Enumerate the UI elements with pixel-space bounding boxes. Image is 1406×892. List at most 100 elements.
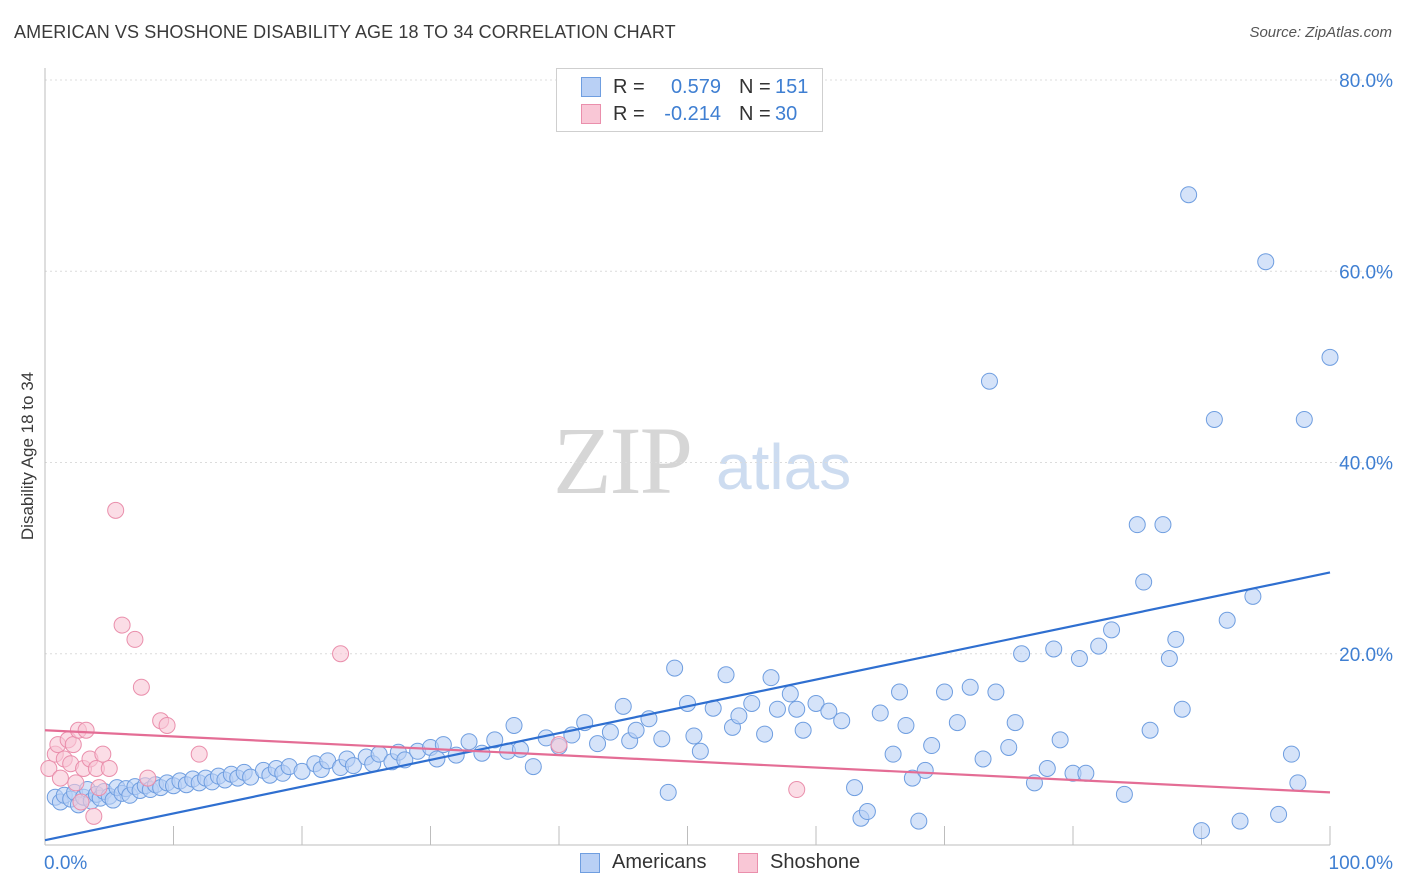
- americans-point: [788, 700, 806, 718]
- americans-point: [1270, 805, 1288, 823]
- watermark-zip: ZIP: [553, 407, 693, 514]
- americans-point: [1006, 714, 1024, 732]
- americans-point: [1231, 812, 1249, 830]
- americans-point: [1167, 630, 1185, 648]
- americans-point: [858, 803, 876, 821]
- americans-point: [1173, 700, 1191, 718]
- series-legend: Americans Shoshone: [0, 851, 1406, 879]
- americans-point: [505, 716, 523, 734]
- shoshone-point: [113, 616, 131, 634]
- americans-point: [344, 757, 362, 775]
- americans-point: [1321, 348, 1339, 366]
- americans-point: [717, 666, 735, 684]
- legend-r-label: R =: [613, 75, 645, 98]
- shoshone-point: [77, 721, 95, 739]
- americans-point: [1045, 640, 1063, 658]
- americans-point: [614, 697, 632, 715]
- americans-point: [1193, 822, 1210, 840]
- source-label: Source: ZipAtlas.com: [1249, 24, 1392, 41]
- shoshone-swatch: [581, 104, 601, 124]
- americans-point: [1051, 731, 1069, 749]
- shoshone-point: [332, 645, 350, 663]
- americans-point: [1077, 764, 1095, 782]
- americans-point: [1289, 774, 1307, 792]
- legend-r-label: R =: [613, 102, 645, 125]
- americans-point: [685, 727, 703, 745]
- axes: [44, 68, 1331, 846]
- americans-point: [653, 730, 671, 748]
- shoshone-point: [64, 736, 82, 754]
- americans-point: [601, 723, 619, 741]
- americans-point: [980, 372, 998, 390]
- americans-point: [820, 702, 838, 720]
- shoshone-point: [190, 745, 208, 763]
- americans-point: [1295, 410, 1313, 428]
- americans-trend-line: [44, 571, 1331, 842]
- shoshone-point: [132, 678, 150, 696]
- shoshone-point: [85, 807, 103, 825]
- legend-r-value: -0.214: [664, 102, 721, 125]
- americans-point: [1160, 650, 1178, 668]
- legend-item-americans: Americans: [580, 851, 706, 874]
- chart-title: AMERICAN VS SHOSHONE DISABILITY AGE 18 T…: [14, 22, 676, 42]
- shoshone-legend-swatch: [738, 852, 758, 873]
- americans-point: [903, 769, 921, 787]
- americans-point: [1282, 745, 1300, 763]
- legend-n-label: N =: [739, 102, 771, 125]
- americans-point: [1205, 410, 1223, 428]
- shoshone-point: [107, 501, 125, 519]
- americans-point: [1115, 785, 1133, 803]
- americans-point: [833, 712, 851, 730]
- shoshone-point: [72, 793, 90, 811]
- shoshone-point: [94, 745, 112, 763]
- x-tick-label-max: 100.0%: [1329, 853, 1394, 874]
- legend-item-shoshone: Shoshone: [738, 851, 860, 874]
- shoshone-trend-line: [44, 729, 1331, 794]
- americans-legend-label: Americans: [612, 851, 707, 873]
- americans-point: [768, 700, 786, 718]
- shoshone-point: [100, 760, 118, 777]
- americans-point: [897, 716, 915, 734]
- americans-point: [1135, 573, 1153, 591]
- legend-n-label: N =: [739, 75, 771, 98]
- shoshone-point: [788, 781, 806, 799]
- americans-point: [730, 707, 748, 725]
- legend-row-shoshone: R = -0.214 N = 30: [581, 101, 797, 127]
- americans-point: [589, 735, 607, 753]
- americans-point: [916, 761, 934, 779]
- americans-point: [1154, 516, 1172, 534]
- y-axis-label: Disability Age 18 to 34: [18, 372, 37, 540]
- y-tick-label: 40.0%: [1339, 454, 1393, 475]
- americans-point: [659, 783, 677, 801]
- y-tick-label: 60.0%: [1339, 262, 1393, 283]
- americans-point: [524, 758, 542, 776]
- americans-point: [871, 704, 889, 722]
- americans-point: [293, 762, 311, 780]
- shoshone-point: [67, 774, 85, 792]
- shoshone-point: [40, 760, 58, 777]
- americans-point: [807, 694, 825, 712]
- americans-point: [961, 678, 979, 696]
- americans-point: [691, 742, 709, 760]
- americans-legend-swatch: [580, 852, 600, 873]
- americans-point: [884, 745, 902, 763]
- americans-point: [486, 731, 504, 749]
- americans-point: [781, 685, 799, 703]
- americans-point: [1070, 650, 1088, 668]
- americans-point: [948, 714, 966, 732]
- shoshone-point: [126, 630, 144, 648]
- americans-point: [762, 669, 780, 687]
- americans-point: [1090, 637, 1108, 655]
- americans-point: [923, 737, 941, 755]
- legend-r-value: 0.579: [670, 75, 721, 98]
- correlation-legend: R = 0.579 N = 151 R = -0.214 N = 30: [556, 68, 823, 132]
- y-tick-label: 80.0%: [1339, 71, 1393, 92]
- americans-point: [846, 779, 864, 797]
- americans-point: [679, 694, 696, 712]
- watermark-atlas: atlas: [716, 431, 852, 503]
- americans-point: [511, 740, 529, 758]
- americans-swatch: [581, 77, 601, 97]
- americans-point: [936, 683, 953, 701]
- shoshone-points: [40, 501, 806, 825]
